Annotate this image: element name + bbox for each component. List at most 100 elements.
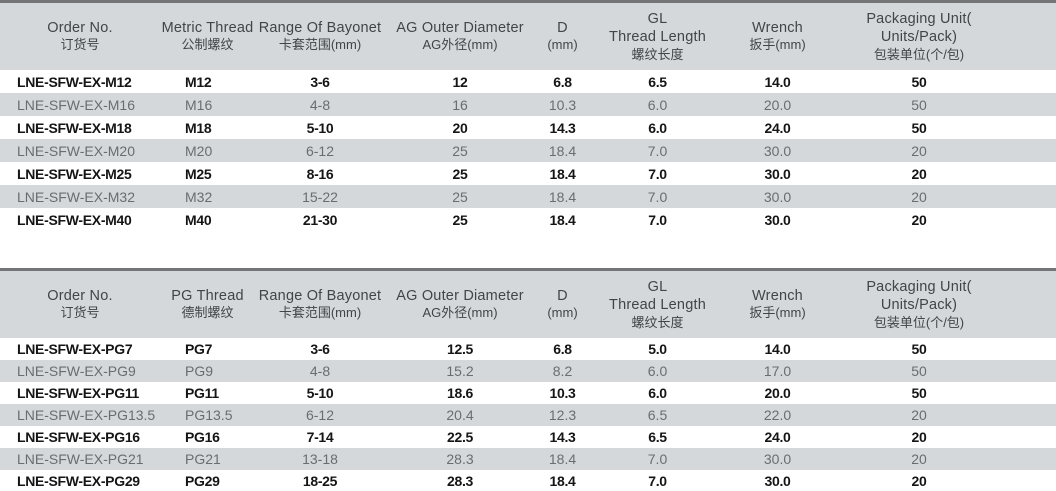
cell-range-of-bayonet: 6-12: [305, 407, 335, 423]
header-label: GL: [647, 278, 668, 295]
cell-ag-outer-diameter: 20: [452, 119, 468, 136]
cell-wrench: 14.0: [764, 73, 791, 90]
cell-d-mm: 18.4: [548, 142, 577, 159]
cell-ag-outer-diameter: 18.6: [446, 385, 474, 401]
cell-range-of-bayonet: 3-6: [310, 73, 330, 90]
header-label: Order No.: [47, 19, 113, 36]
cell-d-mm: 6.8: [553, 341, 572, 357]
cell-gl-thread-length: 6.0: [647, 96, 668, 113]
header-label: Metric Thread: [161, 19, 254, 36]
cell-thread: PG9: [185, 363, 214, 379]
cell-gl-thread-length: 7.0: [647, 142, 668, 159]
cell-gl-thread-length: 6.0: [647, 363, 668, 379]
column-header-gl-thread-length: GL Thread Length 螺纹长度: [590, 3, 725, 70]
cell-range-of-bayonet: 7-14: [306, 429, 334, 445]
cell-order-no: LNE-SFW-EX-M32: [17, 188, 135, 205]
cell-ag-outer-diameter: 22.5: [446, 429, 474, 445]
cell-order-no: LNE-SFW-EX-PG7: [17, 341, 133, 357]
cell-wrench: 30.0: [764, 473, 791, 489]
cell-d-mm: 10.3: [548, 96, 577, 113]
cell-gl-thread-length: 6.5: [648, 73, 667, 90]
header-label: Thread Length: [609, 297, 706, 314]
cell-ag-outer-diameter: 12.5: [446, 341, 474, 357]
cell-thread: PG16: [185, 429, 220, 445]
cell-order-no: LNE-SFW-EX-PG9: [17, 363, 136, 379]
header-label: Wrench: [752, 19, 803, 36]
cell-packaging-unit: 20: [911, 473, 927, 489]
header-label: AG Outer Diameter: [396, 19, 524, 36]
cell-wrench: 30.0: [764, 211, 791, 228]
cell-thread: PG13.5: [185, 407, 233, 423]
cell-ag-outer-diameter: 20.4: [446, 407, 474, 423]
table-row: LNE-SFW-EX-PG7 PG7 3-6 12.5 6.8 5.0 14.0 50: [0, 338, 1056, 360]
cell-ag-outer-diameter: 28.3: [446, 473, 474, 489]
cell-ag-outer-diameter: 15.2: [446, 363, 474, 379]
column-header-ag-outer-diameter: AG Outer Diameter AG外径(mm): [385, 3, 535, 70]
cell-gl-thread-length: 6.5: [647, 407, 668, 423]
cell-wrench: 14.0: [764, 341, 791, 357]
header-label: 卡套范围(mm): [278, 305, 362, 321]
cell-packaging-unit: 50: [911, 119, 927, 136]
cell-thread: PG29: [185, 473, 220, 489]
cell-packaging-unit: 50: [911, 363, 927, 379]
header-label: D: [557, 287, 568, 304]
cell-ag-outer-diameter: 25: [452, 188, 468, 205]
table-row: LNE-SFW-EX-M20 M20 6-12 25 18.4 7.0 30.0 20: [0, 139, 1056, 162]
cell-order-no: LNE-SFW-EX-M12: [17, 73, 132, 90]
column-header-d-mm: D (mm): [535, 3, 590, 70]
column-header-gl-thread-length: GL Thread Length 螺纹长度: [590, 271, 725, 338]
cell-wrench: 22.0: [763, 407, 792, 423]
cell-gl-thread-length: 7.0: [647, 451, 668, 467]
cell-d-mm: 18.4: [549, 211, 576, 228]
cell-order-no: LNE-SFW-EX-M18: [17, 119, 132, 136]
column-header-wrench: Wrench 扳手(mm): [725, 3, 830, 70]
cell-gl-thread-length: 6.0: [648, 119, 667, 136]
cell-thread: M32: [185, 188, 213, 205]
column-header-order-no: Order No. 订货号: [0, 3, 160, 70]
table-row: LNE-SFW-EX-M16 M16 4-8 16 10.3 6.0 20.0 50: [0, 93, 1056, 116]
header-label: GL: [647, 10, 668, 27]
cell-d-mm: 18.4: [548, 188, 577, 205]
cell-order-no: LNE-SFW-EX-M40: [17, 211, 132, 228]
cell-range-of-bayonet: 5-10: [306, 119, 334, 136]
table-row: LNE-SFW-EX-M32 M32 15-22 25 18.4 7.0 30.0 20: [0, 185, 1056, 208]
table-row: LNE-SFW-EX-PG16 PG16 7-14 22.5 14.3 6.5 24.0 20: [0, 426, 1056, 448]
header-label: 包装单位(个/包): [873, 46, 965, 62]
cell-ag-outer-diameter: 25: [452, 211, 468, 228]
header-label: 订货号: [60, 37, 100, 53]
cell-ag-outer-diameter: 25: [452, 142, 468, 159]
header-label: AG外径(mm): [422, 37, 498, 53]
header-label: PG Thread: [171, 287, 244, 304]
cell-thread: M40: [185, 211, 212, 228]
cell-thread: PG7: [185, 341, 213, 357]
cell-range-of-bayonet: 3-6: [310, 341, 330, 357]
header-label: 订货号: [60, 305, 100, 321]
cell-packaging-unit: 50: [911, 96, 927, 113]
cell-ag-outer-diameter: 12: [452, 73, 468, 90]
cell-packaging-unit: 50: [911, 341, 927, 357]
header-row: Order No. 订货号 PG Thread 德制螺纹 Range Of Bayone…: [0, 271, 1056, 338]
cell-gl-thread-length: 5.0: [648, 341, 667, 357]
header-label: 包装单位(个/包): [873, 314, 965, 330]
cell-gl-thread-length: 7.0: [647, 188, 668, 205]
table-row: LNE-SFW-EX-M18 M18 5-10 20 14.3 6.0 24.0 50: [0, 116, 1056, 139]
header-label: 扳手(mm): [749, 305, 806, 321]
column-header-d-mm: D (mm): [535, 271, 590, 338]
cell-range-of-bayonet: 18-25: [302, 473, 338, 489]
cell-thread: M16: [185, 96, 213, 113]
cell-wrench: 30.0: [763, 451, 792, 467]
cell-packaging-unit: 20: [911, 211, 927, 228]
cell-packaging-unit: 20: [911, 407, 927, 423]
column-header-thread: PG Thread 德制螺纹: [160, 271, 255, 338]
cell-thread: PG21: [185, 451, 221, 467]
cell-packaging-unit: 50: [911, 385, 927, 401]
cell-wrench: 24.0: [764, 429, 791, 445]
cell-thread: M20: [185, 142, 213, 159]
header-label: Range Of Bayonet: [258, 287, 382, 304]
cell-wrench: 20.0: [763, 96, 792, 113]
header-label: 螺纹长度: [631, 46, 684, 62]
table-row: LNE-SFW-EX-M40 M40 21-30 25 18.4 7.0 30.0 20: [0, 208, 1056, 231]
cell-range-of-bayonet: 4-8: [309, 363, 331, 379]
table-row: LNE-SFW-EX-M12 M12 3-6 12 6.8 6.5 14.0 50: [0, 70, 1056, 93]
